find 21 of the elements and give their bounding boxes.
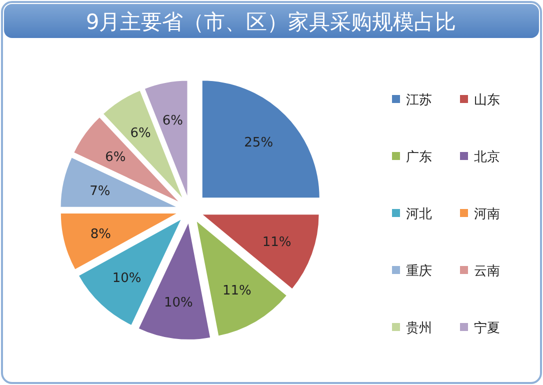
legend-label: 重庆 — [406, 264, 432, 279]
data-label: 11% — [222, 283, 252, 298]
data-label: 8% — [90, 226, 111, 242]
data-label: 10% — [112, 271, 142, 286]
legend-label: 河南 — [474, 207, 500, 222]
data-label: 10% — [164, 296, 193, 311]
data-label: 6% — [162, 113, 184, 128]
legend-label: 宁夏 — [474, 320, 500, 336]
legend-label: 山东 — [474, 93, 500, 108]
data-label: 25% — [244, 135, 274, 150]
data-label: 7% — [90, 184, 110, 199]
legend-label: 云南 — [474, 264, 500, 279]
data-label: 11% — [262, 235, 292, 250]
legend-label: 江苏 — [406, 93, 432, 108]
legend-label: 广东 — [406, 150, 432, 165]
legend-label: 贵州 — [406, 321, 432, 336]
data-label: 6% — [105, 150, 126, 165]
legend-label: 北京 — [474, 150, 500, 165]
chart-title: 9月主要省（市、区）家具采购规模占比 — [86, 10, 456, 34]
legend-label: 河北 — [406, 207, 432, 222]
data-label: 6% — [130, 126, 151, 142]
